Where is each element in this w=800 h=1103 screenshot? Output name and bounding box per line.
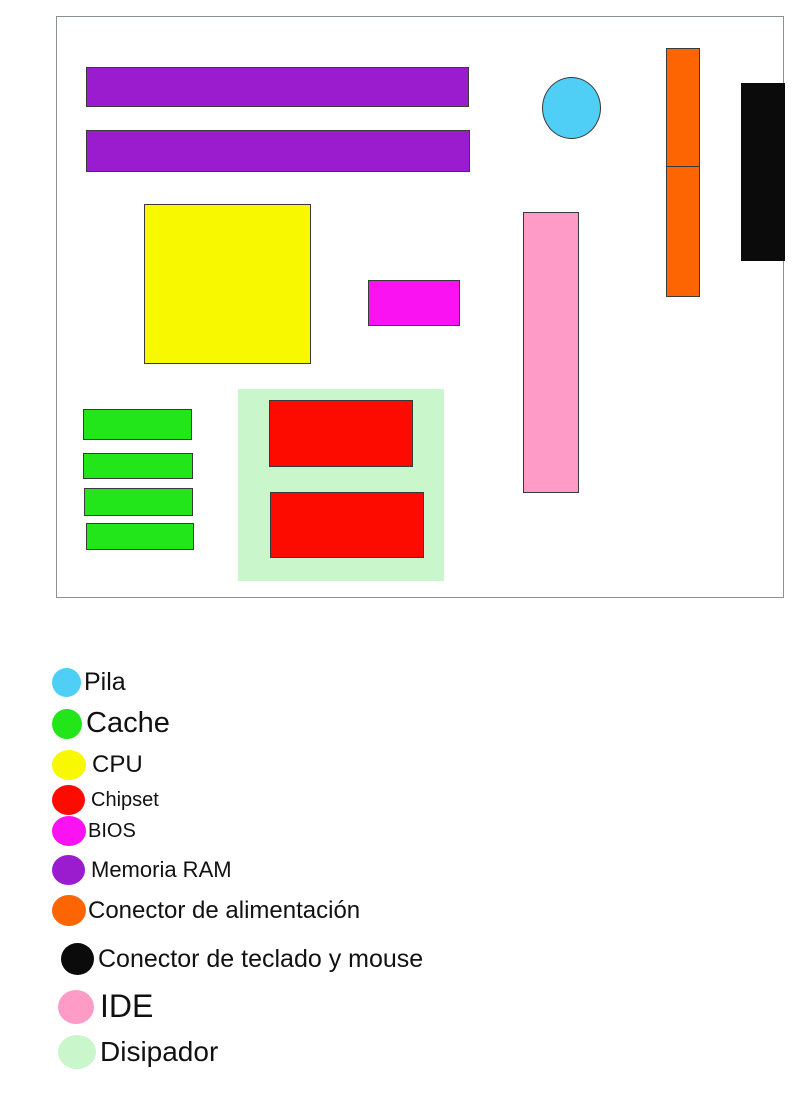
chipset-dot-icon xyxy=(52,785,85,815)
conector-teclado-mouse-dot-icon xyxy=(61,943,94,975)
cpu-socket xyxy=(144,204,311,364)
conector-alimentacion-dot-icon xyxy=(52,895,86,926)
ide-dot-icon xyxy=(58,989,94,1024)
legend-item-conector-alimentacion: Conector de alimentación xyxy=(52,895,360,926)
disipador-dot-icon xyxy=(58,1035,96,1069)
legend-item-disipador: Disipador xyxy=(52,1035,218,1069)
pila-dot-icon xyxy=(52,668,81,697)
legend-item-memoria-ram: Memoria RAM xyxy=(52,855,232,885)
legend-label: Conector de alimentación xyxy=(88,896,361,924)
conector-alimentacion-bottom xyxy=(666,166,700,297)
cache-dot-icon xyxy=(52,708,82,739)
conector-teclado-mouse xyxy=(741,83,785,261)
memoria-ram-slot-1 xyxy=(86,67,469,107)
cpu-dot-icon xyxy=(52,750,86,780)
bios-dot-icon xyxy=(52,816,86,846)
legend-label: IDE xyxy=(100,988,154,1024)
ide-connector xyxy=(523,212,579,493)
legend-item-cpu: CPU xyxy=(52,750,143,780)
chipset-chip-2 xyxy=(270,492,424,558)
memoria-ram-dot-icon xyxy=(52,855,85,885)
cache-module-2 xyxy=(83,453,193,479)
legend-item-pila: Pila xyxy=(52,668,126,697)
legend-label: Memoria RAM xyxy=(91,857,232,882)
legend-item-conector-teclado-mouse: Conector de teclado y mouse xyxy=(52,943,423,975)
legend-label: Pila xyxy=(84,668,126,696)
legend-label: Disipador xyxy=(100,1036,219,1067)
memoria-ram-slot-2 xyxy=(86,130,470,172)
legend-label: Cache xyxy=(86,707,170,739)
legend-item-cache: Cache xyxy=(52,707,170,740)
conector-alimentacion-top xyxy=(666,48,700,167)
cache-module-1 xyxy=(83,409,192,440)
legend-item-chipset: Chipset xyxy=(52,785,159,815)
legend-item-ide: IDE xyxy=(52,988,153,1025)
motherboard-diagram xyxy=(56,16,785,598)
legend-item-bios: BIOS xyxy=(52,816,136,846)
legend-label: Conector de teclado y mouse xyxy=(98,944,424,973)
chipset-chip-1 xyxy=(269,400,413,467)
cache-module-3 xyxy=(84,488,193,516)
legend-label: CPU xyxy=(92,751,143,778)
legend-label: BIOS xyxy=(88,819,136,842)
pila-battery xyxy=(542,77,601,139)
cache-module-4 xyxy=(86,523,194,550)
bios-chip xyxy=(368,280,460,326)
legend-label: Chipset xyxy=(91,788,159,811)
